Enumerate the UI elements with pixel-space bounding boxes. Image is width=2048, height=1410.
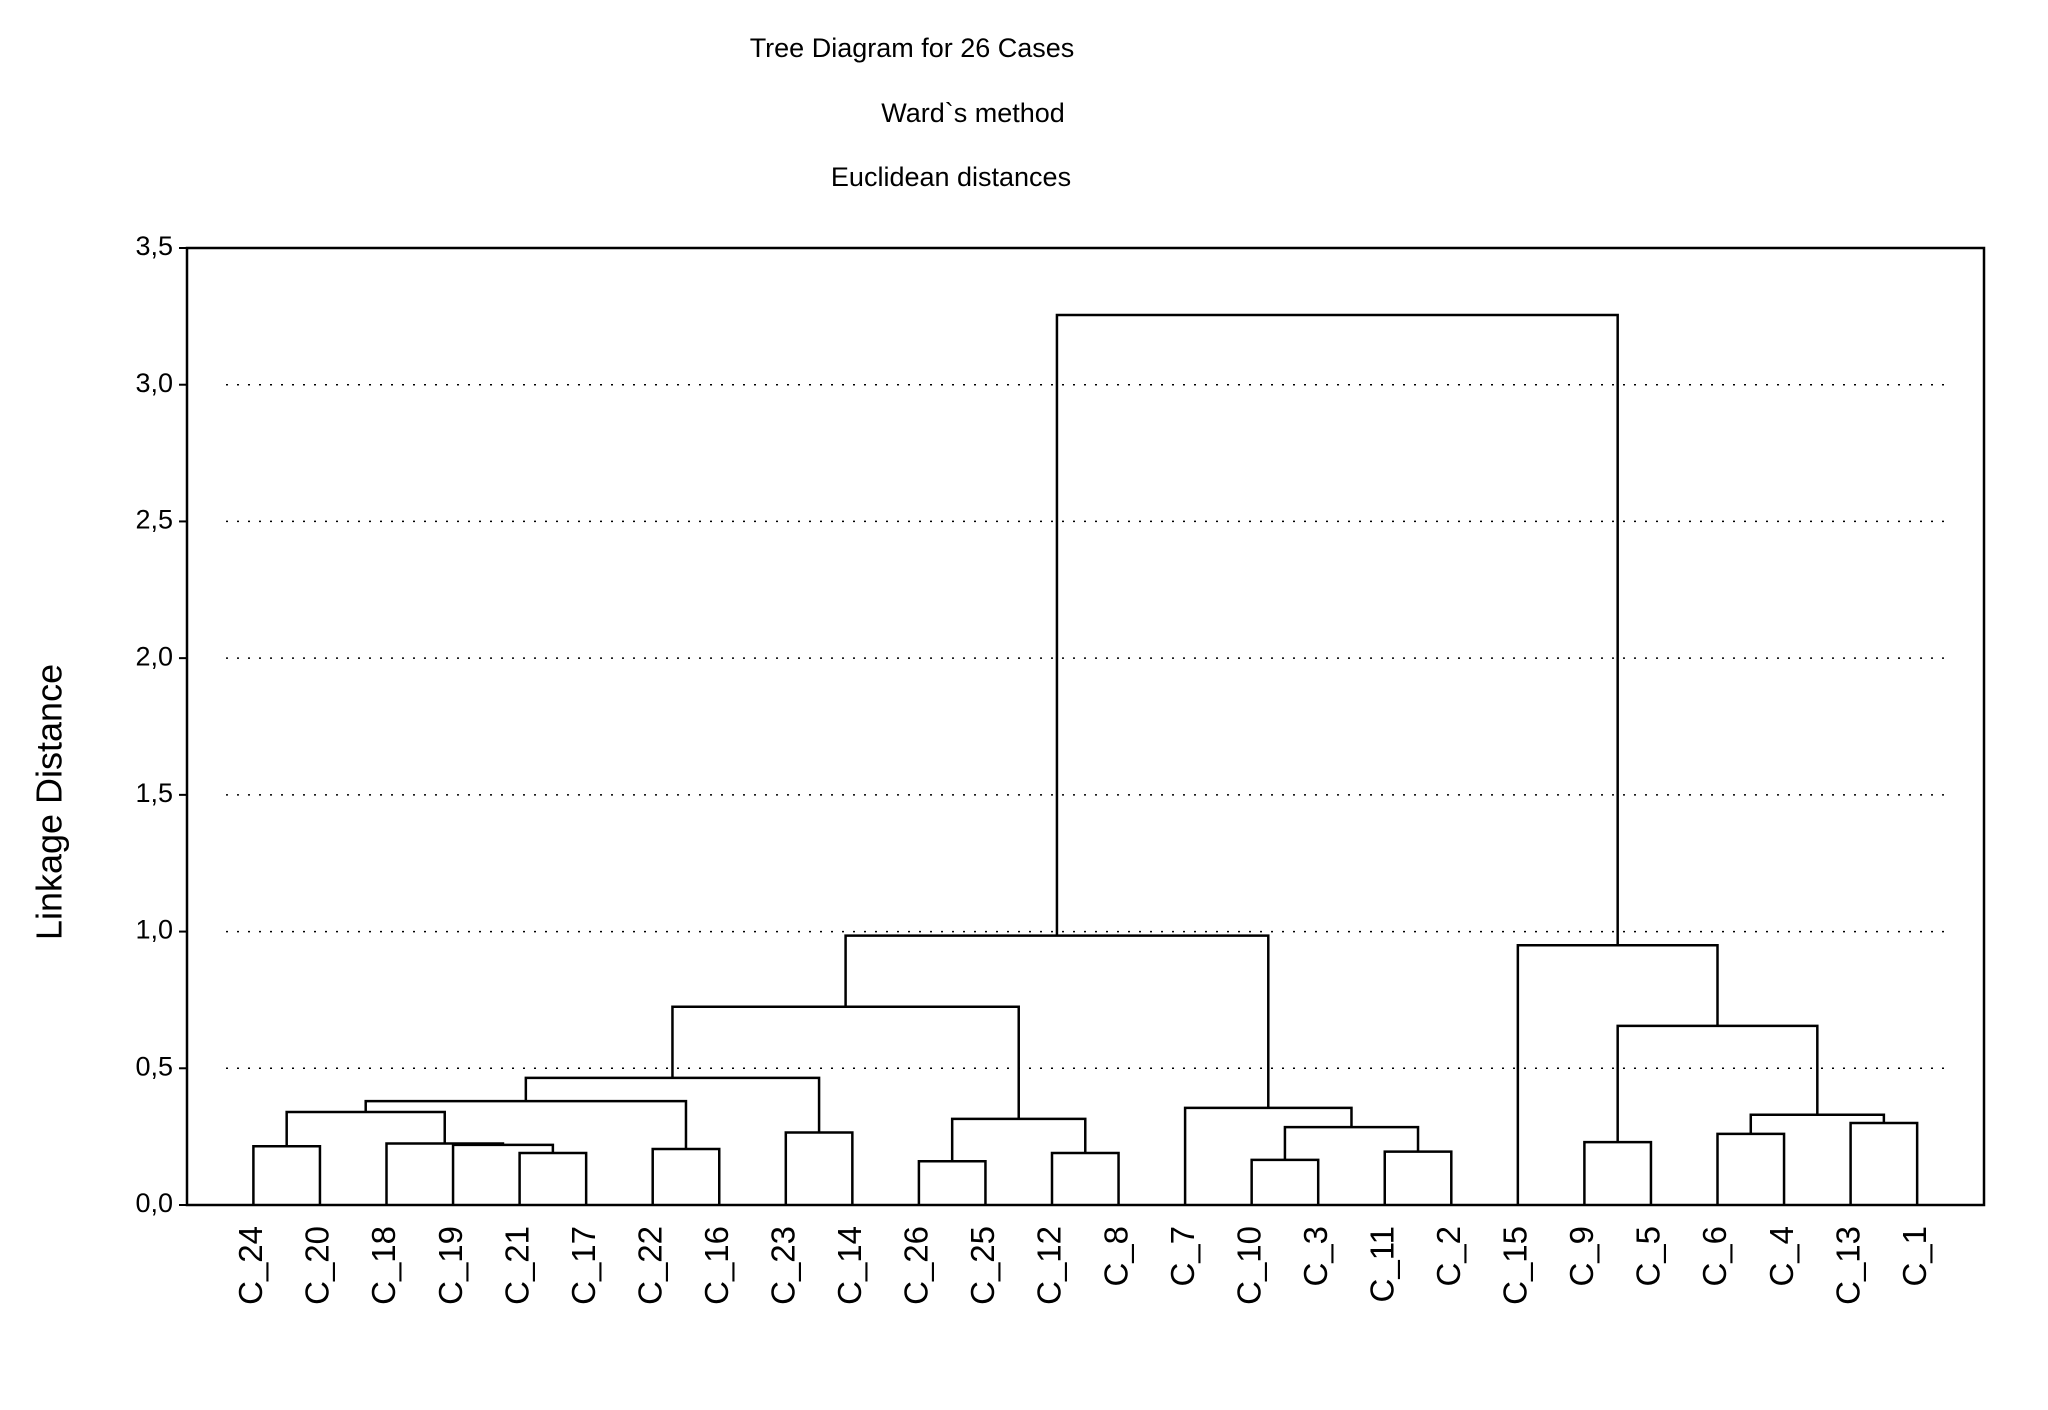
dendrogram-link: [784, 1131, 854, 1205]
leaf-label: C_19: [432, 1226, 469, 1305]
y-tick-label: 1,0: [135, 915, 173, 945]
y-tick-label: 3,5: [135, 231, 173, 261]
dendrogram-link: [1250, 1158, 1320, 1205]
dendrogram-link: [285, 1110, 446, 1147]
dendrogram-link: [917, 1160, 987, 1205]
leaf-label: C_17: [565, 1226, 602, 1305]
chart-title: Tree Diagram for 26 Cases: [750, 33, 1075, 63]
dendrogram-link: [364, 1099, 688, 1149]
leaf-label: C_4: [1763, 1226, 1800, 1287]
leaf-label: C_9: [1563, 1226, 1600, 1287]
leaf-label: C_3: [1297, 1226, 1334, 1287]
dendrogram-link: [1716, 1132, 1786, 1205]
leaf-label: C_2: [1430, 1226, 1467, 1287]
leaf-label: C_18: [365, 1226, 402, 1305]
dendrogram-link: [950, 1117, 1087, 1162]
dendrogram-link: [651, 1147, 721, 1205]
dendrogram-link: [1516, 943, 1719, 1205]
chart-subtitle: Ward`s method: [881, 98, 1065, 128]
y-tick-label: 2,0: [135, 641, 173, 671]
dendrogram-link: [1383, 1150, 1453, 1205]
dendrogram-link: [524, 1076, 821, 1133]
leaf-label: C_13: [1829, 1226, 1866, 1305]
leaf-label: C_21: [498, 1226, 535, 1305]
leaf-label: C_23: [765, 1226, 802, 1305]
y-tick-label: 0,5: [135, 1051, 173, 1081]
leaf-label: C_14: [831, 1226, 868, 1305]
leaf-label: C_16: [698, 1226, 735, 1305]
dendrogram-link: [1616, 1024, 1819, 1143]
dendrogram-link: [844, 934, 1270, 1108]
dendrogram-link: [1749, 1113, 1886, 1134]
dendrogram-link: [1050, 1151, 1120, 1205]
leaf-label: C_11: [1363, 1226, 1400, 1302]
y-tick-label: 0,0: [135, 1188, 173, 1218]
leaf-label: C_12: [1031, 1226, 1068, 1305]
dendrogram-link: [385, 1142, 505, 1205]
leaf-label: C_15: [1497, 1226, 1534, 1305]
leaf-label: C_10: [1230, 1226, 1267, 1305]
chart-subtitle: Euclidean distances: [831, 162, 1071, 192]
leaf-label: C_24: [232, 1226, 269, 1305]
dendrogram-link: [1583, 1140, 1653, 1205]
leaf-label: C_26: [898, 1226, 935, 1305]
dendrogram-link: [1849, 1121, 1919, 1205]
leaf-label: C_20: [299, 1226, 336, 1305]
dendrogram-link: [252, 1144, 322, 1205]
plot-frame: [185, 246, 1986, 1207]
leaf-label: C_8: [1097, 1226, 1134, 1287]
y-tick-label: 2,5: [135, 505, 173, 535]
dendrogram-link: [1055, 313, 1619, 946]
leaf-label: C_22: [631, 1226, 668, 1305]
y-axis-title: Linkage Distance: [29, 664, 70, 940]
dendrogram-link: [451, 1143, 555, 1205]
leaf-label: C_7: [1164, 1226, 1201, 1287]
dendrogram-link: [1283, 1125, 1420, 1160]
y-tick-label: 1,5: [135, 778, 173, 808]
leaf-label: C_25: [964, 1226, 1001, 1305]
dendrogram-link: [518, 1151, 588, 1205]
leaf-label: C_5: [1630, 1226, 1667, 1287]
y-tick-label: 3,0: [135, 368, 173, 398]
leaf-label: C_6: [1696, 1226, 1733, 1287]
dendrogram-link: [1183, 1106, 1353, 1205]
leaf-label: C_1: [1896, 1226, 1933, 1287]
dendrogram-link: [671, 1005, 1020, 1119]
